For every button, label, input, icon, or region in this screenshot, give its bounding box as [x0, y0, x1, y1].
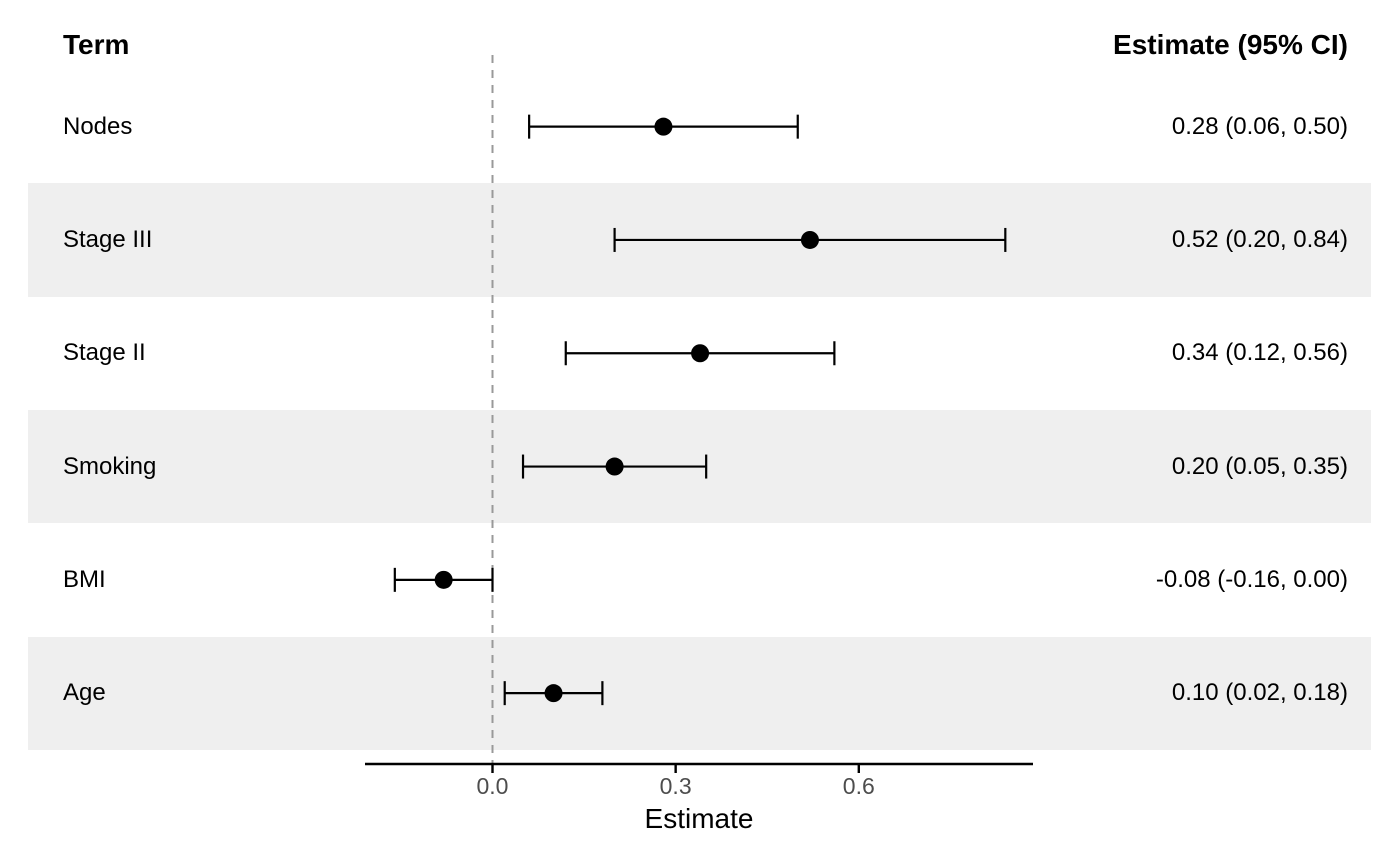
point-estimate [691, 344, 710, 363]
row-stripe [28, 636, 1371, 750]
estimate-ci-value: 0.20 (0.05, 0.35) [1171, 452, 1348, 480]
estimate-ci-column-header: Estimate (95% CI) [1113, 29, 1348, 60]
term-label: BMI [63, 565, 106, 593]
estimate-ci-value: 0.10 (0.02, 0.18) [1171, 679, 1348, 707]
term-label: Age [63, 679, 106, 707]
point-estimate [800, 230, 819, 249]
x-axis-tick-label: 0.6 [842, 773, 875, 799]
term-label: Nodes [63, 112, 133, 140]
point-estimate [434, 570, 453, 589]
term-label: Stage II [63, 339, 146, 367]
estimate-ci-value: 0.34 (0.12, 0.56) [1171, 339, 1348, 367]
term-label: Smoking [63, 452, 157, 480]
x-axis-tick-label: 0.0 [476, 773, 509, 799]
estimate-ci-value: -0.08 (-0.16, 0.00) [1155, 565, 1348, 593]
point-estimate [544, 684, 563, 703]
point-estimate [654, 117, 673, 136]
x-axis-tick-label: 0.3 [659, 773, 692, 799]
estimate-ci-value: 0.52 (0.20, 0.84) [1171, 225, 1348, 253]
estimate-ci-value: 0.28 (0.06, 0.50) [1171, 112, 1348, 140]
term-label: Stage III [63, 225, 153, 253]
x-axis-title: Estimate [644, 803, 754, 834]
term-column-header: Term [63, 29, 130, 60]
point-estimate [605, 457, 624, 476]
